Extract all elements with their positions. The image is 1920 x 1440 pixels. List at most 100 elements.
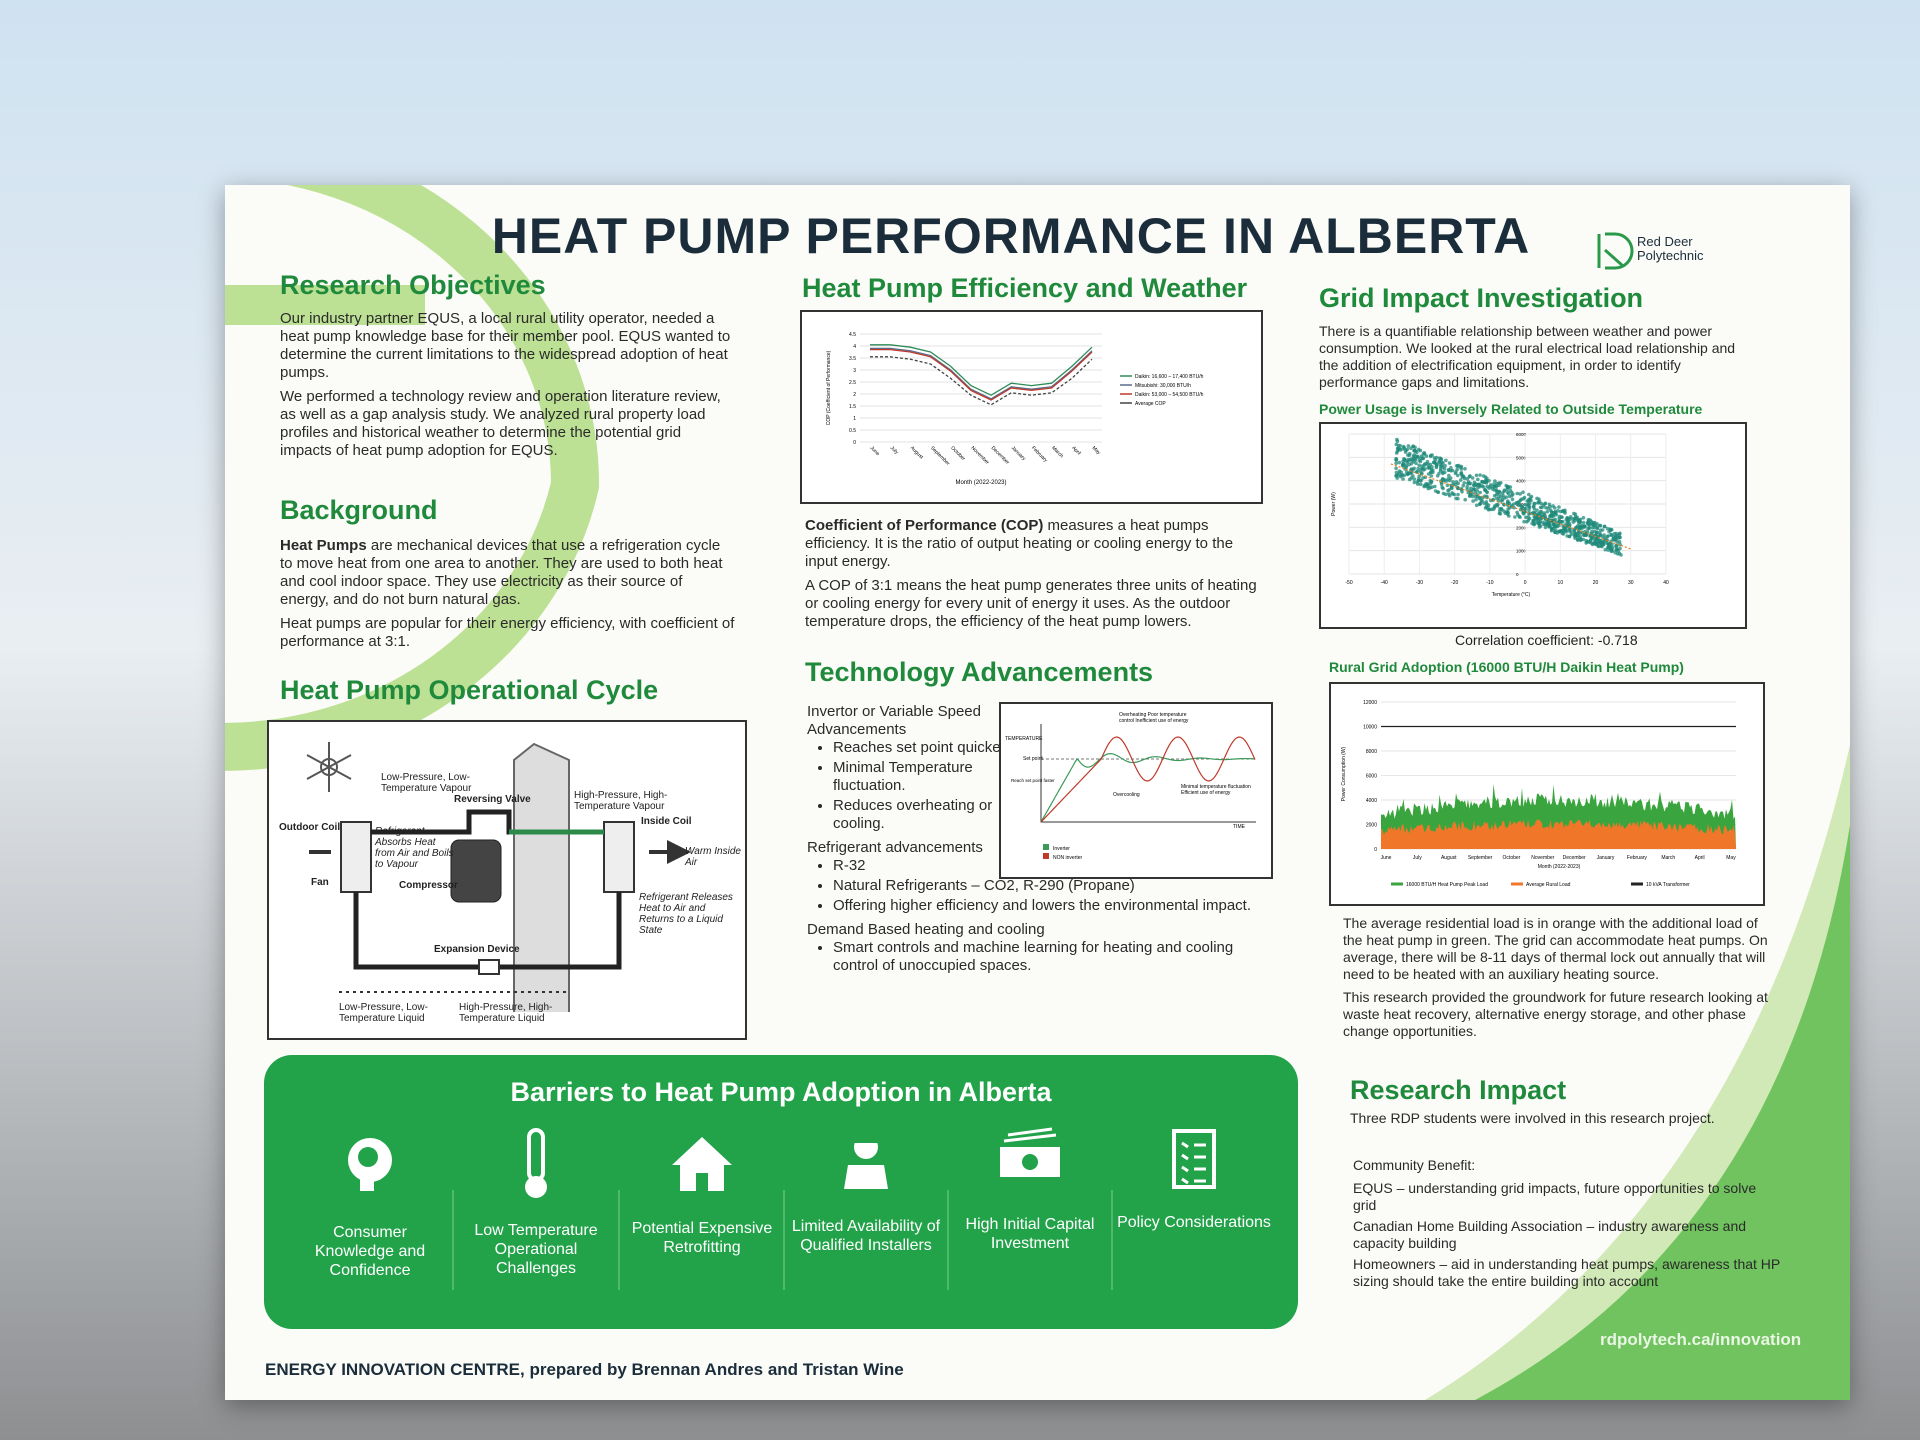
scatter-dot xyxy=(1471,483,1476,487)
scatter-dot xyxy=(1414,461,1418,465)
scatter-dot xyxy=(1553,517,1557,522)
scatter-dot xyxy=(1577,526,1582,531)
scatter-dot xyxy=(1453,471,1458,476)
scatter-dot xyxy=(1556,509,1560,513)
text-block: Heat Pumps are mechanical devices that u… xyxy=(280,537,735,657)
scatter-dot xyxy=(1581,520,1586,525)
scatter-dot xyxy=(1567,521,1571,525)
scatter-dot xyxy=(1413,458,1418,462)
legend-label: Daikin: 16,600 – 17,400 BTU/h xyxy=(1135,374,1204,380)
pipe xyxy=(353,892,622,970)
scatter-dot xyxy=(1481,474,1486,478)
tick-label: -10 xyxy=(1486,580,1493,586)
tick-label: December xyxy=(1563,855,1586,861)
scatter-dot xyxy=(1500,491,1505,495)
tick-label: July xyxy=(1413,855,1422,861)
text-block: The average residential load is in orang… xyxy=(1343,915,1773,1046)
scatter-dot xyxy=(1443,492,1448,497)
scatter-dot xyxy=(1397,460,1402,465)
scatter-dot xyxy=(1590,542,1595,547)
paragraph: Our industry partner EQUS, a local rural… xyxy=(280,310,731,381)
expansion-valve xyxy=(478,959,500,975)
scatter-dot xyxy=(1403,457,1407,462)
paragraph: Homeowners – aid in understanding heat p… xyxy=(1353,1256,1780,1289)
heading: Heat Pump Operational Cycle xyxy=(280,675,659,705)
outdoor-coil xyxy=(340,821,372,893)
scatter-dot xyxy=(1590,525,1595,530)
scatter-dot xyxy=(1419,454,1424,458)
chart-art: 6000500040003000200010000-50-40-30-20-10… xyxy=(1331,432,1669,598)
scatter-dot xyxy=(1603,547,1608,552)
icon-thermo xyxy=(527,1128,545,1182)
icon-house xyxy=(672,1137,732,1191)
scatter-dot xyxy=(1447,461,1452,465)
curve xyxy=(870,348,1093,401)
chart-art: 0 2000 4000 6000 8000 10000 12000 June July Augus… xyxy=(1341,700,1736,888)
scatter-dot xyxy=(1412,453,1416,457)
scatter-dot xyxy=(1610,542,1614,547)
scatter-dot xyxy=(1401,444,1406,449)
rural-chart: 0 2000 4000 6000 8000 10000 12000 June July Augus… xyxy=(1329,682,1765,906)
scatter-dot xyxy=(1405,472,1410,477)
scatter-dot xyxy=(1434,465,1439,470)
tick-label: 0.5 xyxy=(849,428,856,434)
axis-label: Temperature (°C) xyxy=(1492,592,1531,598)
tick-label: 2000 xyxy=(1516,525,1527,530)
scatter-dot xyxy=(1618,531,1622,536)
curve xyxy=(870,344,1093,396)
scatter-dot xyxy=(1483,506,1488,510)
label: Fan xyxy=(311,877,329,888)
scatter-dot xyxy=(1581,516,1586,520)
scatter-dot xyxy=(1471,499,1475,503)
scatter-dot xyxy=(1418,459,1423,464)
scatter-dot xyxy=(1430,453,1434,457)
scatter-dot xyxy=(1517,514,1521,519)
tick-label: 4 xyxy=(853,344,856,350)
tick-label: March xyxy=(1661,855,1675,861)
tick-label: 10000 xyxy=(1363,725,1377,731)
scatter-dot xyxy=(1394,456,1398,461)
scatter-dot xyxy=(1590,536,1594,540)
annotation-box: Minimal temperature fluctuation Efficien… xyxy=(1181,784,1251,796)
paragraph: Coefficient of Performance (COP) measure… xyxy=(805,517,1260,571)
scatter-dot xyxy=(1533,501,1537,506)
label: Refrigerant Releases Heat to Air and Ret… xyxy=(639,892,733,936)
tick-label: -30 xyxy=(1416,580,1423,586)
icon-body xyxy=(844,1165,888,1189)
paragraph: Three RDP students were involved in this… xyxy=(1350,1110,1715,1126)
scatter-dot xyxy=(1571,520,1575,524)
barrier-label: Potential Expensive Retrofitting xyxy=(631,1220,773,1256)
scatter-dot xyxy=(1447,488,1451,492)
scatter-dot xyxy=(1578,537,1582,541)
tick-label: January xyxy=(1010,445,1027,462)
scatter-dot xyxy=(1493,479,1497,483)
tick-label: 1000 xyxy=(1516,549,1527,554)
scatter-dot xyxy=(1444,458,1448,463)
scatter-dot xyxy=(1553,510,1557,514)
scatter-dot xyxy=(1470,494,1475,499)
logo-mark xyxy=(1597,232,1634,270)
tick-label: 2 xyxy=(853,392,856,398)
icon-line xyxy=(1181,1153,1206,1161)
tick-label: 10 xyxy=(1558,580,1564,586)
axis-label: Month (2022-2023) xyxy=(1538,864,1581,870)
tick-label: 0 xyxy=(1374,847,1377,853)
scatter-dot xyxy=(1571,517,1576,521)
label: Low-Pressure, Low-Temperature Vapour xyxy=(381,772,472,794)
scatter-dot xyxy=(1595,537,1600,542)
bullet: Natural Refrigerants – CO2, R-290 (Propa… xyxy=(833,877,1257,895)
paragraph: There is a quantifiable relationship bet… xyxy=(1319,323,1736,390)
scatter-dot xyxy=(1423,467,1427,471)
tick-label: November xyxy=(1531,855,1554,861)
scatter-dot xyxy=(1500,498,1505,502)
icon-bulb xyxy=(525,1176,547,1198)
scatter-dot xyxy=(1611,536,1615,541)
scatter-dot xyxy=(1422,452,1427,456)
barrier-label: Consumer Knowledge and Confidence xyxy=(314,1224,426,1279)
scatter-dot xyxy=(1426,466,1430,470)
icon-helmet xyxy=(852,1129,880,1143)
scatter-dot xyxy=(1394,451,1399,455)
label: Inside Coil xyxy=(641,816,692,827)
scatter-dot xyxy=(1597,523,1602,528)
